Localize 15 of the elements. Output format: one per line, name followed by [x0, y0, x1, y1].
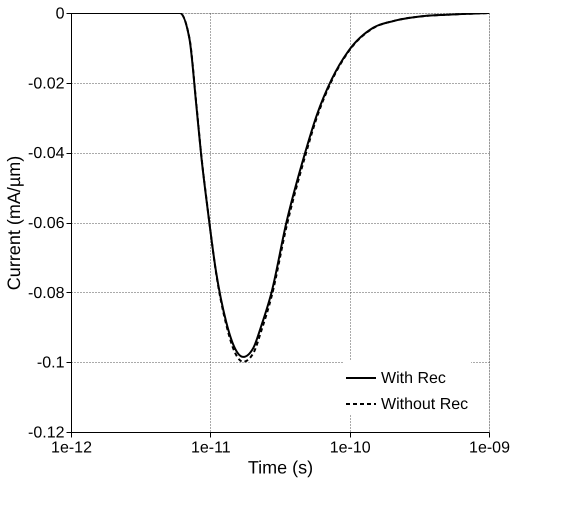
x-tick-label: 1e-10 [330, 440, 371, 456]
y-tick-label: -0.04 [28, 145, 65, 162]
y-tick-label: -0.12 [28, 424, 65, 442]
legend-label: With Rec [381, 370, 446, 387]
y-axis-title: Current (mA/µm) [4, 156, 24, 290]
x-tick-label: 1e-09 [469, 440, 510, 456]
y-tick-label: -0.06 [28, 215, 65, 232]
legend-label: Without Rec [381, 396, 468, 413]
y-tick-label: -0.08 [28, 284, 65, 302]
x-axis-title: Time (s) [248, 458, 314, 478]
y-tick-label: -0.02 [28, 75, 65, 92]
x-tick-label: 1e-11 [190, 440, 231, 456]
x-tick-label: 1e-12 [51, 440, 92, 456]
y-tick-label: 0 [56, 6, 65, 22]
y-tick-label: -0.1 [36, 354, 65, 372]
